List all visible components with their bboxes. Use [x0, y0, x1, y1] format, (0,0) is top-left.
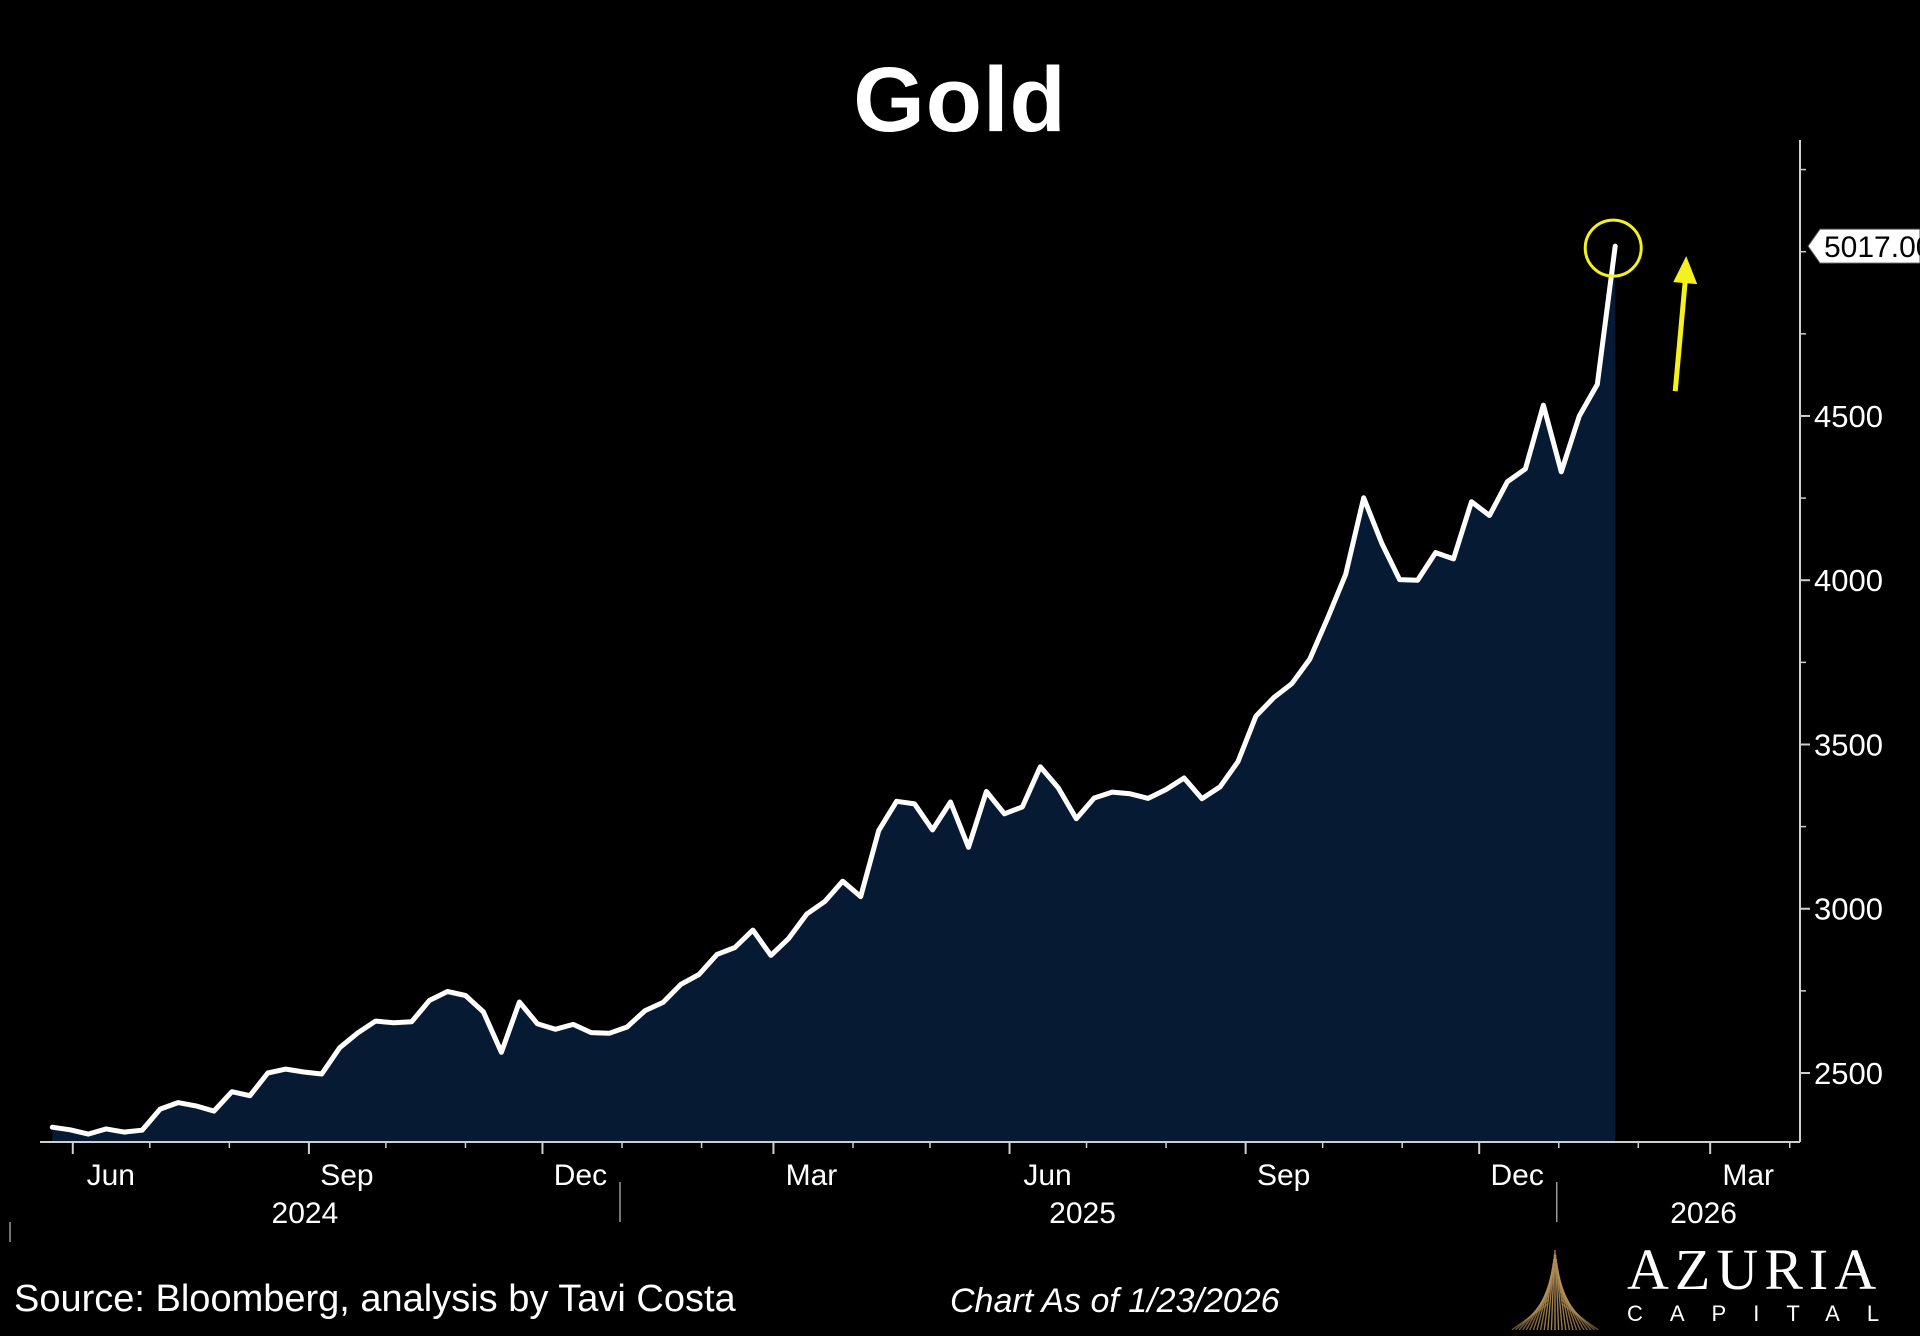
y-tick-label: 3000 [1814, 892, 1883, 927]
highlight-circle [1583, 218, 1643, 278]
x-tick-label: Mar [786, 1159, 838, 1192]
chart-title: Gold [853, 49, 1067, 151]
brand-mark-ray [1547, 1258, 1555, 1330]
x-tick-label: Mar [1722, 1159, 1774, 1192]
x-tick-label: Sep [1257, 1159, 1310, 1192]
series-area [52, 246, 1616, 1143]
trend-arrow-head [1673, 256, 1698, 285]
y-tick-label: 2500 [1814, 1056, 1883, 1091]
last-value-flag [1807, 228, 1920, 264]
as-of-note: Chart As of 1/23/2026 [950, 1282, 1280, 1320]
x-year-label: 2024 [272, 1197, 339, 1230]
brand-mark-ray [1543, 1263, 1554, 1330]
azuria-mark-icon [1511, 1250, 1599, 1330]
brand-subtitle: CAPITAL [1627, 1301, 1907, 1326]
brand-mark-ray [1561, 1303, 1599, 1330]
axes: 2500 3000 3500 4000 4500 Jun Sep Dec Mar Jun Sep De… [9, 140, 1920, 1242]
x-year-label: 2026 [1670, 1197, 1737, 1230]
brand-logo: AZURIA CAPITAL [1500, 1230, 1900, 1330]
plot-area [49, 243, 1618, 1143]
x-tick-label: Dec [554, 1159, 607, 1192]
y-tick-label: 4500 [1814, 399, 1883, 434]
trend-arrow-shaft [1672, 280, 1688, 392]
brand-mark-ray [1554, 1254, 1560, 1330]
x-year-label: 2025 [1049, 1197, 1116, 1230]
series-line [49, 243, 1618, 1137]
last-value-label: 5017.00 [1824, 231, 1920, 264]
x-tick-label: Jun [87, 1159, 135, 1192]
y-tick-label: 3500 [1814, 727, 1883, 762]
brand-mark-ray [1550, 1254, 1556, 1330]
annotations [1583, 218, 1698, 392]
y-tick-label: 4000 [1814, 563, 1883, 598]
x-tick-label: Dec [1491, 1159, 1544, 1192]
brand-name: AZURIA [1627, 1237, 1883, 1302]
source-note: Source: Bloomberg, analysis by Tavi Cost… [14, 1278, 736, 1320]
x-tick-label: Jun [1023, 1159, 1071, 1192]
x-tick-label: Sep [320, 1159, 373, 1192]
